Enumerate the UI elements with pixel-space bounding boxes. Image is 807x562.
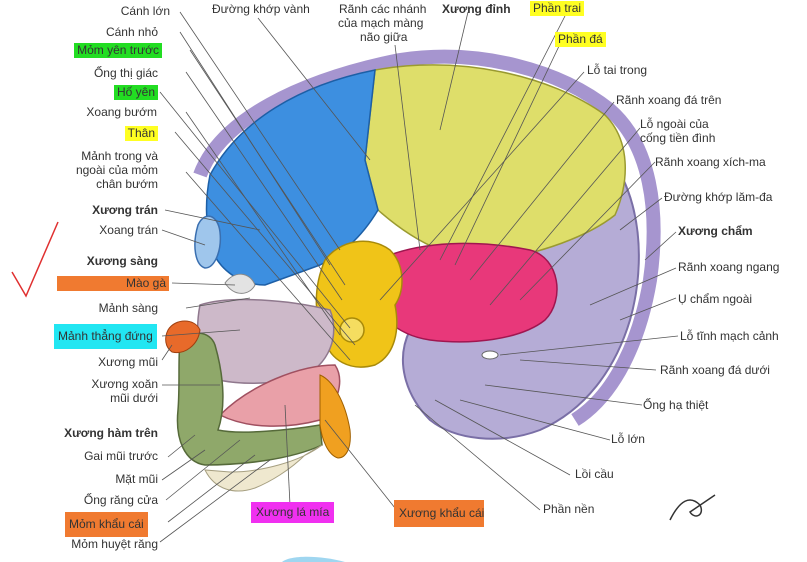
label-duong-khop-lam-da: Đường khớp lăm-đa	[664, 190, 773, 204]
label-xuong-sang: Xương sàng	[86, 254, 158, 268]
label-than: Thân	[124, 126, 158, 141]
checkmark-annotation	[11, 221, 59, 298]
label-ranh-xoang-ngang: Rãnh xoang ngang	[678, 260, 780, 274]
label-xuong-la-mia: Xương lá mía	[251, 502, 335, 523]
label-mom-huyet-rang: Mỏm huyệt răng	[71, 537, 158, 551]
sella-turcica	[339, 317, 365, 343]
label-manh-trong-1: Mảnh trong và	[81, 149, 158, 163]
label-ranh-2: của mạch màng	[338, 16, 424, 30]
label-loi-cau: Lồi cầu	[575, 467, 614, 481]
label-xoang-buom: Xoang bướm	[86, 105, 157, 119]
label-manh-trong-2: ngoài của mỏm	[75, 163, 158, 177]
label-lo-tai-trong: Lỗ tai trong	[587, 63, 648, 77]
label-phan-da: Phần đá	[555, 32, 606, 47]
label-mom-yen-truoc: Mỏm yên trước	[74, 43, 162, 58]
label-duong-khop-vanh: Đường khớp vành	[212, 2, 310, 16]
label-lo-ngoai-2: cống tiền đình	[640, 131, 716, 145]
label-manh-thang-dung: Mảnh thẳng đứng	[54, 324, 157, 349]
label-xuong-xoan-1: Xương xoăn	[91, 377, 158, 391]
label-mat-mui: Mặt mũi	[115, 472, 158, 486]
skull-outer-rim	[193, 49, 661, 426]
label-ong-ha-thiet: Ống hạ thiệt	[643, 398, 709, 412]
label-xuong-xoan-2: mũi dưới	[110, 391, 158, 405]
label-xuong-cham: Xương chẩm	[678, 224, 753, 238]
label-xoang-tran: Xoang trán	[99, 223, 158, 237]
bottom-fragment	[282, 556, 345, 562]
label-canh-lon: Cánh lớn	[120, 4, 170, 18]
label-u-cham-ngoai: Ụ chẩm ngoài	[678, 292, 753, 306]
hypoglossal-canal	[481, 350, 499, 360]
label-ranh-3: não giữa	[360, 30, 408, 44]
label-lo-lon: Lỗ lớn	[611, 432, 645, 446]
label-xuong-tran: Xương trán	[92, 203, 158, 217]
vomer-bone	[218, 364, 341, 427]
label-xuong-mui: Xương mũi	[98, 355, 158, 369]
label-canh-nho: Cánh nhỏ	[105, 25, 158, 39]
parietal-bone	[364, 64, 626, 261]
label-gai-mui-truoc: Gai mũi trước	[84, 449, 158, 463]
label-phan-trai: Phần trai	[530, 1, 585, 16]
leader-lines	[159, 11, 679, 543]
label-mao-ga: Mào gà	[57, 276, 169, 291]
frontal-sinus	[194, 215, 222, 269]
maxilla-bone	[176, 332, 323, 466]
label-ong-rang-cua: Ống răng cửa	[83, 493, 158, 507]
nasal-bone-tip	[165, 320, 201, 354]
label-manh-sang: Mảnh sàng	[98, 301, 158, 315]
label-xuong-khau-cai: Xương khẩu cái	[394, 500, 484, 527]
artist-signature	[669, 494, 716, 521]
label-ranh-xoang-xich-ma: Rãnh xoang xích-ma	[655, 155, 766, 169]
label-manh-trong-3: chân bướm	[96, 177, 158, 191]
label-ranh-1: Rãnh các nhánh	[339, 2, 427, 16]
label-ranh-xoang-da-tren: Rãnh xoang đá trên	[616, 93, 722, 107]
label-xuong-ham-tren: Xương hàm trên	[64, 426, 158, 440]
label-lo-tinh-mach-canh: Lỗ tĩnh mạch cảnh	[680, 329, 779, 343]
temporal-bone	[369, 242, 558, 343]
label-phan-nen: Phần nền	[543, 502, 595, 516]
palatine-bone	[319, 374, 351, 459]
crista-galli	[224, 273, 256, 294]
label-xuong-dinh: Xương đỉnh	[442, 2, 511, 16]
teeth	[204, 444, 323, 492]
skull-illustration	[165, 49, 661, 492]
label-ranh-xoang-da-duoi: Rãnh xoang đá dưới	[660, 363, 770, 377]
label-mom-khau-cai: Mỏm khẩu cái	[65, 512, 148, 537]
label-ho-yen: Hố yên	[113, 85, 158, 100]
label-ong-thi-giac: Ống thị giác	[93, 66, 158, 80]
label-lo-ngoai-1: Lỗ ngoài của	[640, 117, 709, 131]
